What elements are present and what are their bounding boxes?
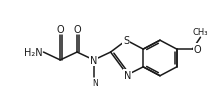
Text: N: N	[90, 55, 98, 65]
Text: O: O	[194, 45, 201, 55]
Text: S: S	[123, 36, 129, 46]
Text: O: O	[74, 25, 81, 34]
Text: N: N	[92, 78, 98, 87]
Text: N: N	[124, 70, 131, 80]
Text: H₂N: H₂N	[24, 48, 42, 58]
Text: O: O	[57, 25, 65, 34]
Text: CH₃: CH₃	[193, 28, 208, 37]
